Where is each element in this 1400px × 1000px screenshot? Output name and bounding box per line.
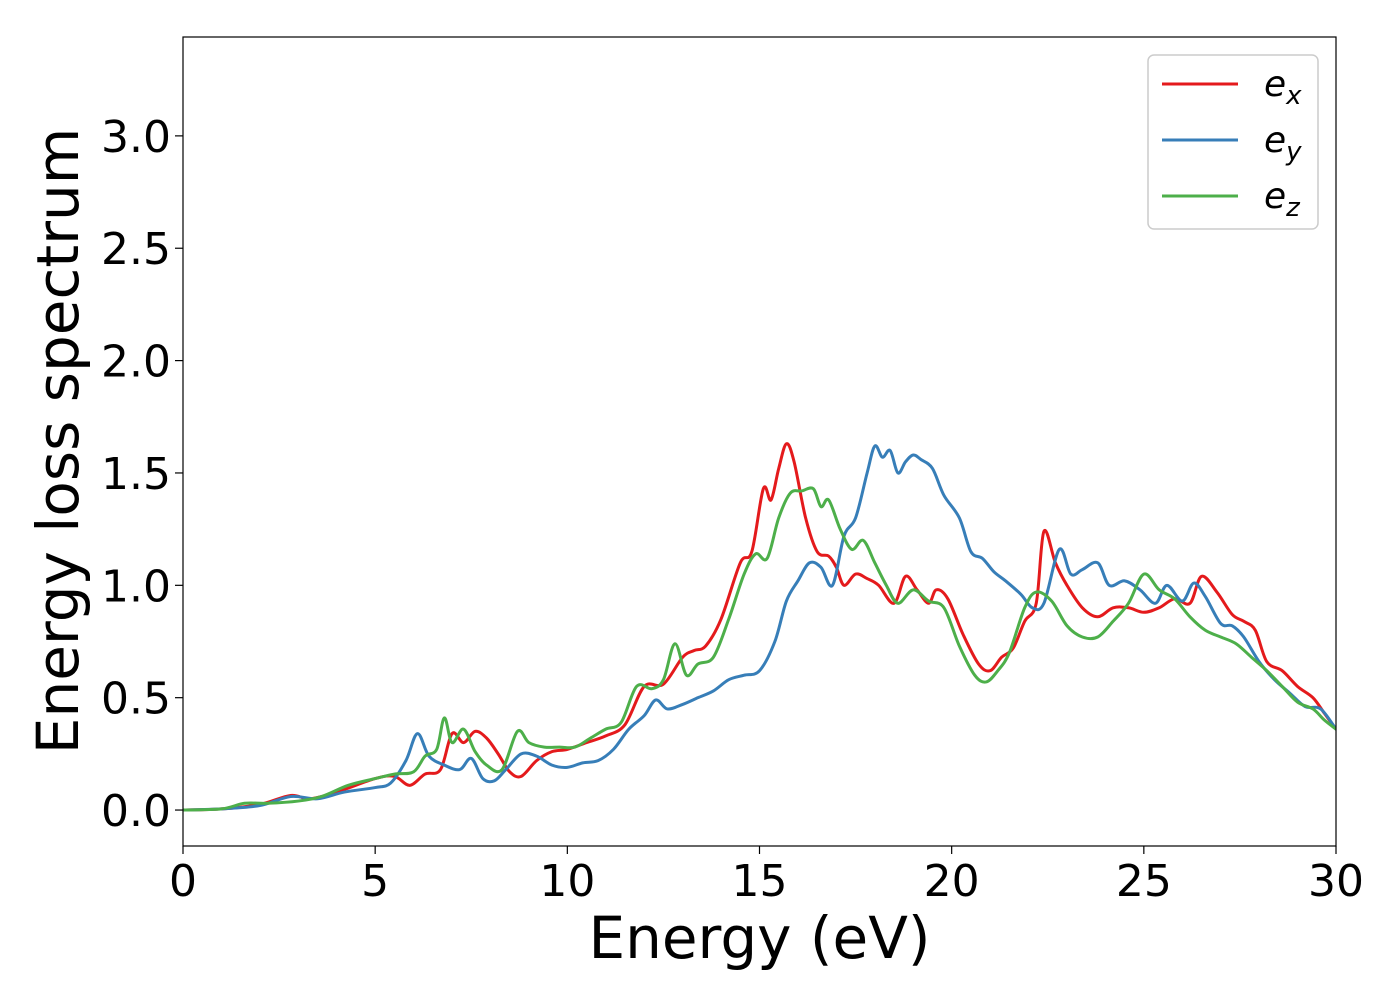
x-tick-label: 15 [732,856,788,907]
x-tick-label: 5 [361,856,389,907]
series-layer [183,442,1336,812]
y-axis-label: Energy loss spectrum [24,128,92,754]
y-axis-ticks: 0.0 0.5 1.0 1.5 2.0 2.5 3.0 [101,112,183,837]
y-tick-label: 1.5 [101,449,171,500]
x-tick-label: 20 [924,856,980,907]
legend-label-e-y: ey [1264,120,1302,167]
legend: ex ey ez [1147,54,1319,230]
legend-box [1147,54,1319,230]
y-tick-label: 0.0 [101,786,171,837]
x-tick-label: 30 [1308,856,1364,907]
legend-label-e-x: ex [1264,64,1302,111]
x-tick-label: 25 [1116,856,1172,907]
series-line-e-x [183,442,1336,812]
y-tick-label: 2.0 [101,337,171,388]
series-line-e-z [183,486,1336,812]
y-tick-label: 2.5 [101,224,171,275]
y-tick-label: 1.0 [101,561,171,612]
legend-label-e-z: ez [1264,176,1301,223]
x-tick-label: 10 [539,856,595,907]
y-tick-label: 0.5 [101,674,171,725]
x-axis-ticks: 0 5 10 15 20 25 30 [169,846,1364,907]
x-axis-label: Energy (eV) [588,904,930,972]
y-tick-label: 3.0 [101,112,171,163]
x-tick-label: 0 [169,856,197,907]
